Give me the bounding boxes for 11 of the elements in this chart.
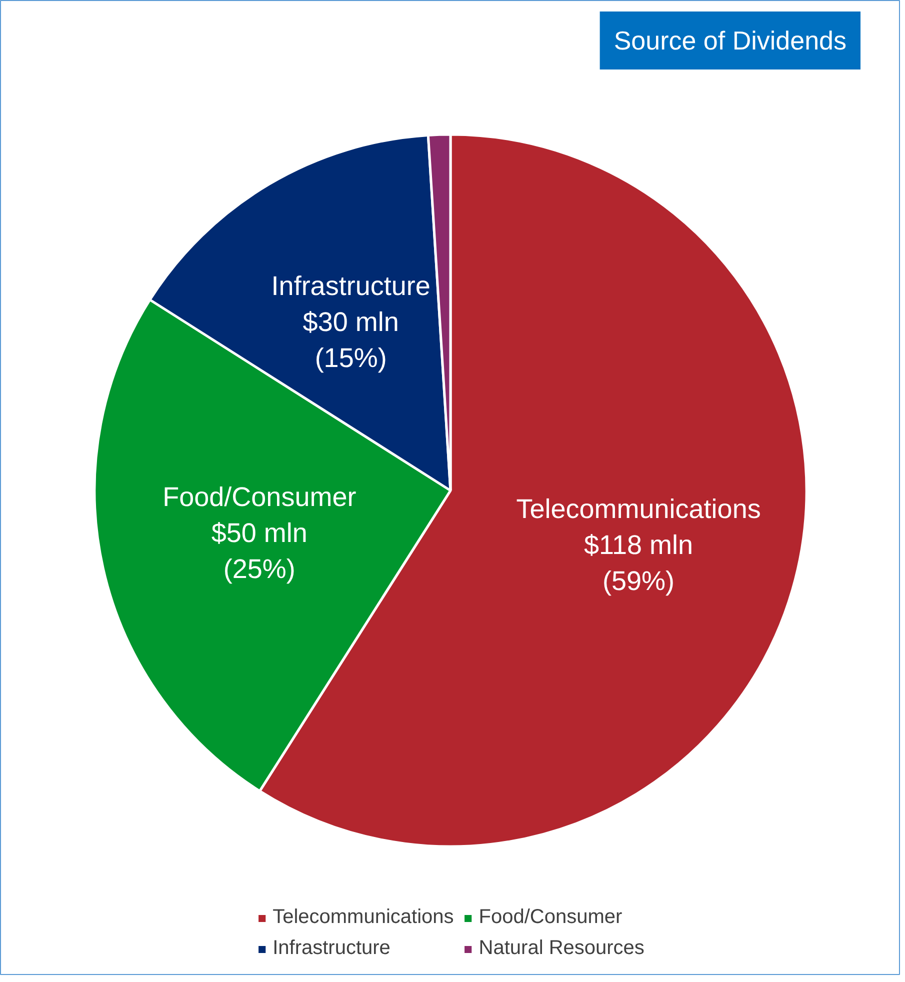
legend-label: Food/Consumer [478, 906, 622, 929]
data-label: $118 mln (59%) [584, 530, 694, 596]
data-label: $50 mln (25%) [211, 518, 308, 584]
slice-label: Food/Consumer [162, 482, 356, 512]
slice-label: Infrastructure [271, 270, 430, 301]
legend-label: Telecommunications [272, 906, 454, 929]
slice-label: Telecommunications [516, 494, 761, 524]
legend-label: Infrastructure [272, 937, 390, 960]
chart-title: Source of Dividends [614, 26, 847, 56]
data-label: $30 mln (15%) [302, 306, 399, 373]
legend-label: Natural Resources [478, 937, 644, 960]
